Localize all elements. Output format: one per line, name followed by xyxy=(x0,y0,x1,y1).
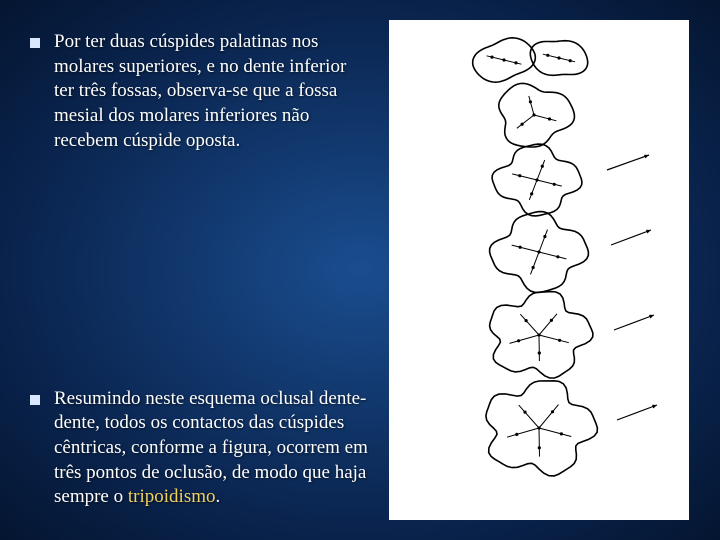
bullet-text-2: Resumindo neste esquema oclusal dente-de… xyxy=(54,387,368,510)
bullet-item-2: Resumindo neste esquema oclusal dente-de… xyxy=(30,387,368,510)
bullet-item-1: Por ter duas cúspides palatinas nos mola… xyxy=(30,30,368,153)
bullet-marker-icon xyxy=(30,38,40,48)
slide-container: Por ter duas cúspides palatinas nos mola… xyxy=(0,0,720,540)
image-column xyxy=(378,30,700,510)
dental-diagram xyxy=(389,20,689,520)
dental-diagram-svg xyxy=(389,20,689,520)
bullet-2-highlight: tripoidismo xyxy=(128,486,216,507)
spacer xyxy=(30,153,368,386)
bullet-2-suffix: . xyxy=(216,486,221,507)
text-column: Por ter duas cúspides palatinas nos mola… xyxy=(30,30,378,510)
bullet-marker-icon xyxy=(30,395,40,405)
bullet-text-1: Por ter duas cúspides palatinas nos mola… xyxy=(54,30,368,153)
